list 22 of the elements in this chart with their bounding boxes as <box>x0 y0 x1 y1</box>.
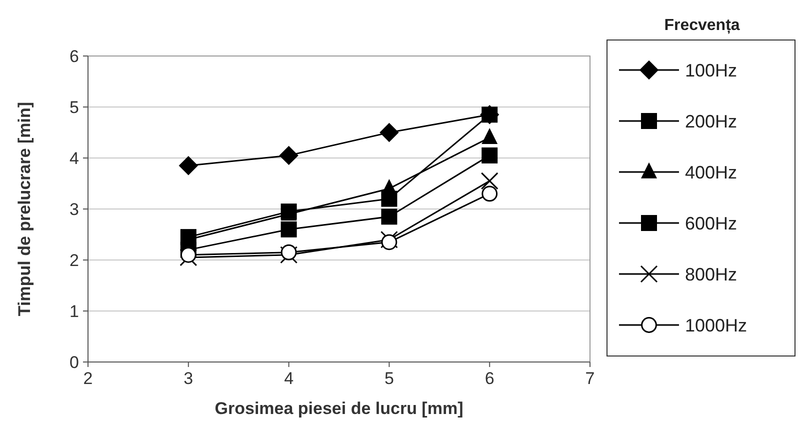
x-tick-label: 4 <box>284 369 294 388</box>
legend-label: 100Hz <box>685 60 738 80</box>
y-tick-label: 3 <box>70 200 79 219</box>
legend-label: 600Hz <box>685 213 738 234</box>
y-tick-label: 6 <box>70 46 79 66</box>
legend-label: 200Hz <box>685 111 738 132</box>
legend-label: 1000Hz <box>685 315 748 336</box>
legend-label: 800Hz <box>685 264 738 284</box>
y-tick-label: 2 <box>70 250 79 270</box>
x-tick-label: 3 <box>184 369 194 388</box>
y-tick-label: 5 <box>70 98 79 117</box>
y-tick-label: 4 <box>70 148 79 168</box>
x-tick-label: 6 <box>484 369 494 388</box>
y-tick-label: 1 <box>70 302 79 321</box>
y-tick-label: 0 <box>70 352 79 372</box>
x-tick-label: 7 <box>585 369 595 388</box>
legend-label: 400Hz <box>685 162 738 182</box>
x-tick-label: 5 <box>384 369 394 388</box>
y-axis-title: Timpul de prelucrare [min] <box>15 102 34 316</box>
legend-title: Frecvența <box>664 17 740 34</box>
x-tick-label: 2 <box>83 369 93 388</box>
x-axis-title: Grosimea piesei de lucru [mm] <box>214 399 464 418</box>
